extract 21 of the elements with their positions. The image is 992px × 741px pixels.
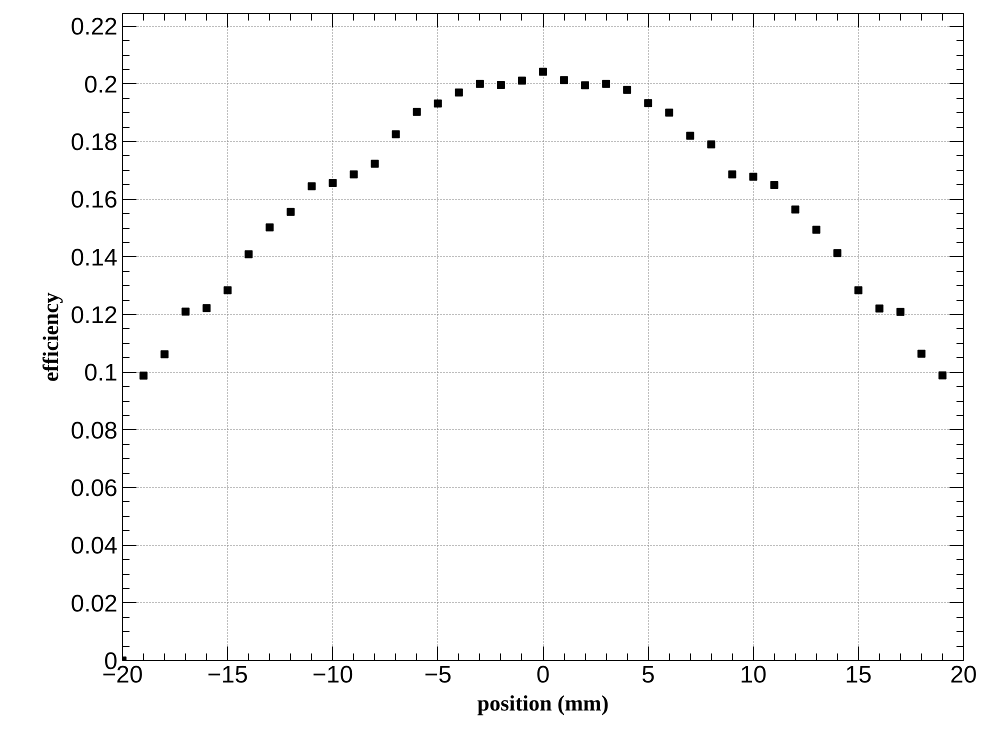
x-tick-label: 10 [740,662,767,688]
y-tick-label: 0.18 [70,129,118,156]
y-tick-label: 0.02 [70,590,118,618]
y-tick-label: 0.12 [70,302,118,330]
x-tick-label: 0 [536,662,550,688]
y-tick-label: 0.1 [84,360,118,387]
y-axis-title: efficiency [38,292,63,382]
y-tick-label: 0.16 [70,186,118,214]
y-tick-label: 0.04 [70,532,118,560]
x-tick-label: −15 [207,662,248,688]
y-tick-label: 0.14 [70,244,118,272]
x-tick-label: −10 [312,662,354,688]
x-tick-label: 5 [641,662,655,688]
y-tick-label: 0.08 [70,417,118,444]
y-tick-label: 0.06 [70,475,118,502]
x-tick-label: −5 [424,662,452,688]
x-tick-label: 15 [845,662,872,688]
y-tick-label: 0.22 [70,14,118,41]
x-axis-title: position (mm) [477,690,609,716]
x-tick-label: 20 [950,662,977,688]
y-tick-label: 0.2 [84,71,118,98]
